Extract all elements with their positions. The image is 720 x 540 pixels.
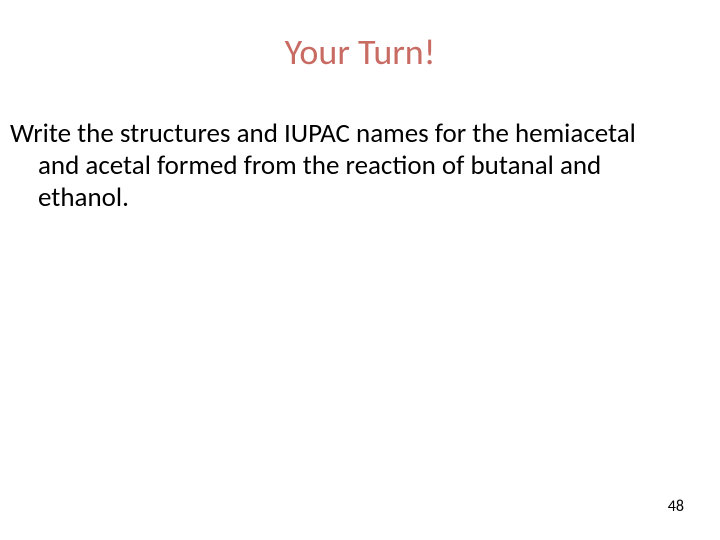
- page-number: 48: [668, 497, 684, 516]
- slide-title: Your Turn!: [0, 30, 720, 74]
- slide-body-text: Write the structures and IUPAC names for…: [10, 118, 680, 214]
- slide-container: Your Turn! Write the structures and IUPA…: [0, 0, 720, 540]
